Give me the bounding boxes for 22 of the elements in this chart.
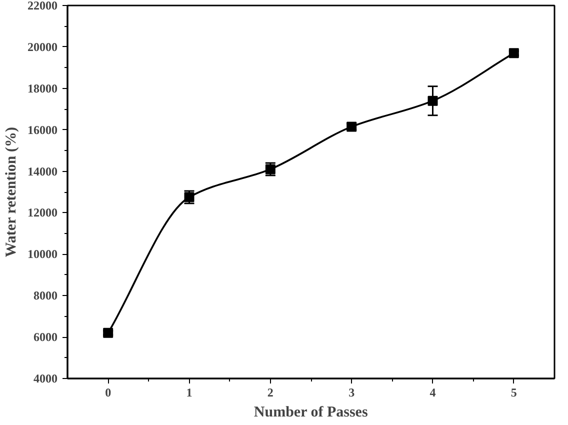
y-tick-label: 18000	[28, 81, 58, 96]
y-tick-label: 16000	[28, 122, 58, 137]
y-tick-label: 4000	[34, 372, 58, 386]
y-tick-label: 20000	[28, 40, 58, 54]
x-tick-label: 3	[348, 386, 355, 400]
y-tick-label: 22000	[28, 0, 58, 12]
x-tick-label: 0	[105, 386, 112, 400]
y-tick-label: 10000	[28, 247, 58, 262]
point	[428, 96, 438, 106]
x-tick-label: 5	[510, 386, 517, 400]
x-tick-label: 4	[430, 386, 436, 400]
y-tick-label: 14000	[28, 164, 58, 178]
x-axis-title: Number of Passes	[254, 404, 368, 420]
y-tick-label: 6000	[34, 330, 58, 344]
y-tick-label: 12000	[28, 206, 58, 220]
point	[346, 122, 357, 132]
x-tick-label: 1	[186, 386, 192, 400]
y-axis-title: Water retention (%)	[4, 127, 20, 258]
point	[103, 328, 114, 338]
y-tick-label: 8000	[34, 288, 58, 303]
x-tick-label: 2	[267, 386, 274, 400]
point	[508, 48, 519, 58]
